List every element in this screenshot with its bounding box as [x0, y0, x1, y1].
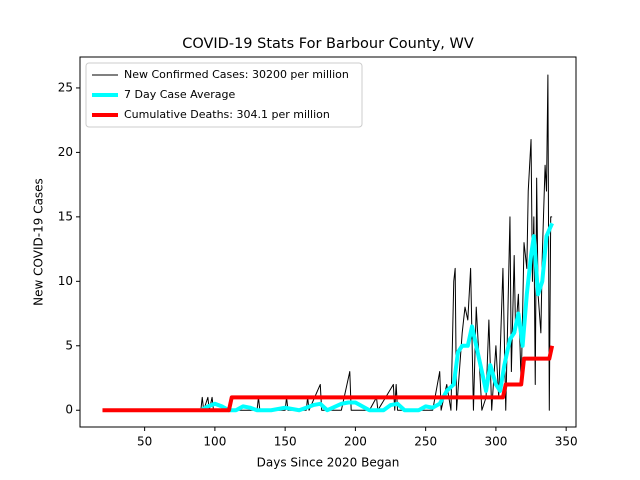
legend-label: 7 Day Case Average — [124, 88, 236, 101]
y-tick-label: 5 — [65, 338, 73, 352]
legend-label: New Confirmed Cases: 30200 per million — [124, 68, 349, 81]
chart-title: COVID-19 Stats For Barbour County, WV — [182, 36, 474, 52]
axes-frame — [79, 56, 577, 428]
legend-label: Cumulative Deaths: 304.1 per million — [124, 108, 330, 121]
x-tick-label: 200 — [344, 435, 367, 449]
x-tick-label: 350 — [555, 435, 578, 449]
y-axis-label: New COVID-19 Cases — [32, 178, 46, 306]
y-tick-label: 10 — [58, 274, 73, 288]
series-line — [102, 345, 555, 413]
x-tick-label: 100 — [203, 435, 226, 449]
x-tick-label: 300 — [484, 435, 507, 449]
y-tick-label: 0 — [65, 403, 73, 417]
y-tick-label: 15 — [58, 209, 73, 223]
x-tick-label: 250 — [414, 435, 437, 449]
series-line — [102, 74, 553, 411]
y-tick-label: 20 — [58, 145, 73, 159]
series-line — [199, 222, 554, 413]
x-tick-label: 50 — [137, 435, 152, 449]
legend: New Confirmed Cases: 30200 per million 7 … — [85, 62, 363, 128]
x-axis-label: Days Since 2020 Began — [257, 456, 400, 470]
legend-box — [85, 62, 363, 128]
x-tick-label: 150 — [274, 435, 297, 449]
y-tick-label: 25 — [58, 80, 73, 94]
